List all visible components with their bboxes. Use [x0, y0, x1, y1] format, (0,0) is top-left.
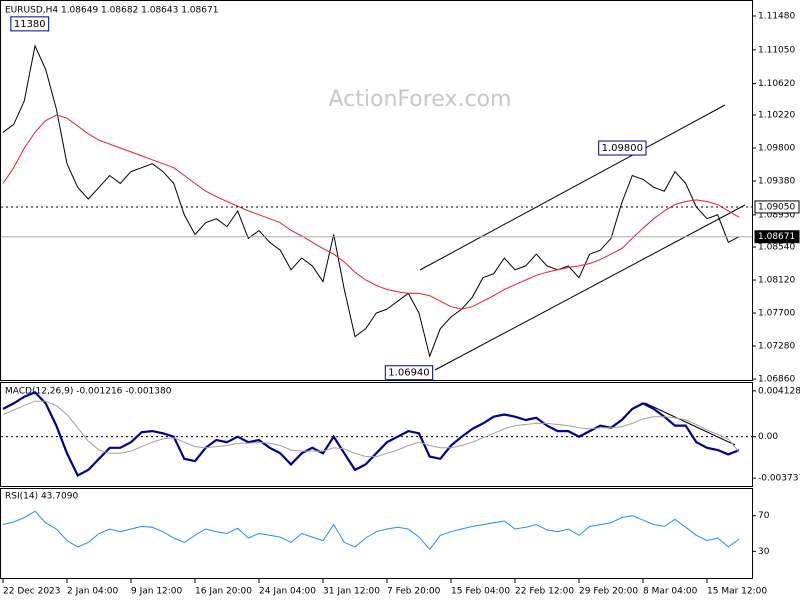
main-panel [0, 0, 753, 381]
x-tick-label: 7 Feb 20:00 [387, 587, 441, 597]
annotation-label: 11380 [14, 19, 46, 30]
y-tick-label: 1.09800 [758, 144, 795, 154]
series-line [2, 400, 740, 458]
y-tick-label: 1.11480 [758, 12, 795, 22]
x-tick-label: 9 Jan 12:00 [131, 587, 183, 597]
x-tick-label: 29 Feb 20:00 [579, 587, 638, 597]
series-line [2, 44, 740, 358]
x-tick-label: 22 Dec 2023 [3, 587, 61, 597]
series-line [2, 510, 740, 551]
price-level-label: 1.08671 [758, 232, 795, 242]
x-tick-label: 24 Jan 04:00 [259, 587, 316, 597]
x-tick-label: 16 Jan 20:00 [195, 587, 252, 597]
x-tick-label: 31 Jan 12:00 [323, 587, 380, 597]
watermark: ActionForex.com [329, 87, 512, 112]
x-tick-label: 15 Feb 04:00 [451, 587, 510, 597]
x-tick-label: 8 Mar 04:00 [643, 587, 698, 597]
y-tick-label: 1.10620 [758, 79, 795, 89]
y-tick-label: 1.10220 [758, 111, 795, 121]
annotation-label: 1.06940 [388, 368, 429, 379]
y-tick-label: 0.00 [758, 432, 778, 442]
y-tick-label: -0.003737 [758, 474, 800, 484]
y-tick-label: 1.09380 [758, 177, 795, 187]
x-tick-label: 22 Feb 12:00 [515, 587, 574, 597]
chart-title: EURUSD,H4 1.08649 1.08682 1.08643 1.0867… [5, 6, 218, 16]
y-tick-label: 1.07700 [758, 309, 795, 319]
macd-panel [0, 382, 753, 487]
channel-upper [419, 104, 726, 271]
y-tick-label: 1.08120 [758, 276, 795, 286]
x-tick-label: 2 Jan 04:00 [67, 587, 119, 597]
annotation-box [598, 140, 647, 156]
rsi-panel [0, 488, 753, 579]
y-tick-label: 70 [758, 511, 770, 521]
y-tick-label: 1.11050 [758, 45, 795, 55]
series-line [2, 114, 740, 310]
x-tick-label: 15 Mar 12:00 [707, 587, 767, 597]
y-tick-label: 1.07280 [758, 342, 795, 352]
y-tick-label: 30 [758, 547, 770, 557]
rsi-title: RSI(14) 43.7090 [5, 492, 78, 502]
macd-trend-line [644, 402, 736, 446]
annotation-box [10, 16, 50, 32]
channel-lower [434, 204, 746, 371]
y-tick-label: 1.06860 [758, 375, 795, 385]
y-tick-label: 1.08540 [758, 243, 795, 253]
annotation-box [384, 365, 434, 381]
macd-title: MACD(12,26,9) -0.001216 -0.001380 [5, 387, 172, 397]
price-level-box [754, 230, 800, 244]
series-line [2, 390, 740, 478]
y-tick-label: 0.004128 [758, 386, 800, 396]
price-level-label: 1.09050 [758, 202, 795, 212]
annotation-label: 1.09800 [602, 143, 643, 154]
y-tick-label: 1.08950 [758, 210, 795, 220]
price-level-box [754, 200, 800, 214]
